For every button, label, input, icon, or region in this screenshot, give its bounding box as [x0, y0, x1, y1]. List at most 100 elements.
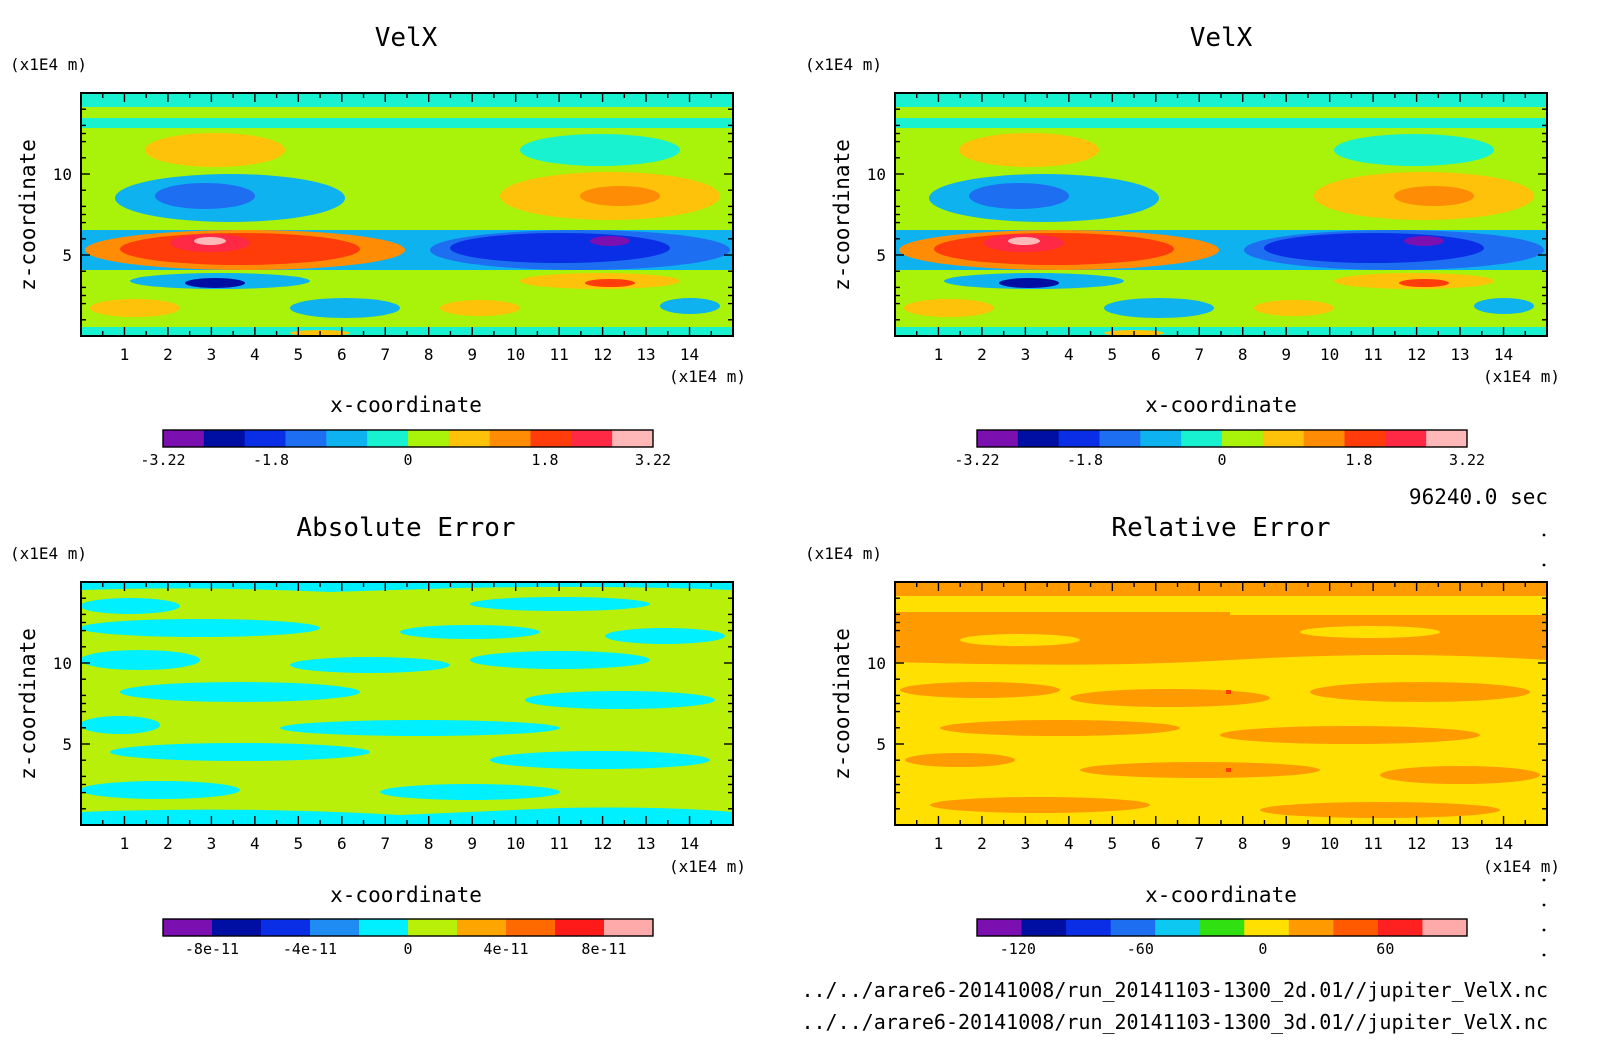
- colorbar: -120 -60 0 60: [976, 918, 1468, 958]
- colorbar-label: 0: [403, 940, 412, 958]
- x-tick-label: 13: [1450, 834, 1469, 853]
- x-tick-label: 12: [1407, 834, 1426, 853]
- y-tick-labels: 5 10: [53, 654, 72, 754]
- x-tick-label: 9: [1281, 345, 1291, 364]
- x-tick-label: 11: [550, 834, 569, 853]
- x-tick-label: 12: [593, 345, 612, 364]
- colorbar-label: -4e-11: [283, 940, 337, 958]
- colorbar-swatch: [1099, 430, 1141, 447]
- x-tick-label: 5: [294, 834, 304, 853]
- y-tick-label: 10: [867, 165, 886, 184]
- colorbar-swatch: [1426, 430, 1468, 447]
- x-tick-label: 9: [467, 345, 477, 364]
- x-tick-label: 7: [1194, 834, 1204, 853]
- colorbar-label: 1.8: [1345, 451, 1372, 469]
- colorbar-frame: [162, 918, 654, 937]
- colorbar-label: -8e-11: [185, 940, 239, 958]
- colorbar-swatch: [1199, 919, 1245, 936]
- file-path-3d: ../../arare6-20141008/run_20141103-1300_…: [801, 1010, 1548, 1034]
- heatmap-field: [895, 93, 1547, 336]
- x-tick-label: 7: [1194, 345, 1204, 364]
- x-tick-labels: 1 2 3 4 5 6 7 8 9 10 11 12 13 14: [120, 345, 700, 364]
- colorbar-label: -120: [1000, 940, 1036, 958]
- x-tick-label: 6: [1151, 345, 1161, 364]
- colorbar-swatch: [359, 919, 409, 936]
- colorbar-swatch: [1181, 430, 1223, 447]
- heatmap-field: [80, 582, 733, 825]
- colorbar-swatch: [212, 919, 262, 936]
- colorbar-swatch: [571, 430, 613, 447]
- x-tick-label: 14: [680, 834, 699, 853]
- colorbar-label: -60: [1127, 940, 1154, 958]
- x-tick-label: 5: [294, 345, 304, 364]
- y-unit-label: (x1E4 m): [805, 544, 882, 563]
- colorbar-swatch: [1021, 919, 1067, 936]
- y-tick-label: 10: [53, 654, 72, 673]
- x-tick-label: 1: [934, 345, 944, 364]
- x-tick-label: 3: [207, 834, 217, 853]
- x-tick-label: 11: [1364, 834, 1383, 853]
- x-tick-label: 2: [977, 345, 987, 364]
- colorbar-label: -1.8: [253, 451, 289, 469]
- colorbar-swatch: [604, 919, 654, 936]
- colorbar-swatch: [326, 430, 368, 447]
- colorbar-swatch: [1140, 430, 1182, 447]
- colorbar-label: -3.22: [954, 451, 999, 469]
- y-tick-label: 10: [867, 654, 886, 673]
- x-unit-label: (x1E4 m): [669, 857, 746, 876]
- x-tick-label: 8: [424, 345, 434, 364]
- y-unit-label: (x1E4 m): [805, 55, 882, 74]
- colorbar-label: 0: [1258, 940, 1267, 958]
- x-tick-label: 10: [506, 345, 525, 364]
- colorbar-frame: [162, 429, 654, 448]
- colorbar-swatch: [612, 430, 654, 447]
- x-tick-label: 8: [1238, 834, 1248, 853]
- colorbar-swatch: [1288, 919, 1334, 936]
- colorbar-label: -1.8: [1067, 451, 1103, 469]
- x-tick-label: 7: [380, 345, 390, 364]
- x-tick-marks: [895, 93, 1547, 336]
- colorbar-swatch: [1066, 919, 1112, 936]
- x-tick-label: 12: [1407, 345, 1426, 364]
- colorbar-swatch: [310, 919, 360, 936]
- colorbar-label: 0: [1217, 451, 1226, 469]
- x-tick-labels: 1 2 3 4 5 6 7 8 9 10 11 12 13 14: [120, 834, 700, 853]
- colorbar-swatch: [977, 430, 1019, 447]
- panel-velx-right: VelX (x1E4 m): [805, 23, 1560, 469]
- colorbar-swatch: [1058, 430, 1100, 447]
- colorbar-swatch: [1155, 919, 1201, 936]
- x-unit-label: (x1E4 m): [1483, 367, 1560, 386]
- colorbar: -3.22 -1.8 0 1.8 3.22: [140, 429, 671, 469]
- panel-velx-left: VelX (x1E4 m): [10, 23, 746, 469]
- panel-relative-error: Relative Error (x1E4 m) 1 2 3 4 5 6 7 8 9 10 11 12 1…: [805, 513, 1560, 958]
- y-tick-labels: 5 10: [53, 165, 72, 265]
- x-tick-label: 5: [1108, 834, 1118, 853]
- x-tick-label: 10: [506, 834, 525, 853]
- x-tick-label: 13: [636, 834, 655, 853]
- x-axis-label: x-coordinate: [1145, 393, 1297, 417]
- y-axis-label: z-coordinate: [16, 139, 40, 291]
- colorbar-swatch: [1377, 919, 1423, 936]
- dot-markers: [1542, 533, 1546, 957]
- panel-absolute-error: Absolute Error (x1E4 m) 1 2 3 4 5 6 7 8 9 10 11 12: [10, 513, 746, 958]
- colorbar-label: 8e-11: [581, 940, 626, 958]
- colorbar-label: 0: [403, 451, 412, 469]
- x-tick-label: 8: [424, 834, 434, 853]
- panel-title: Relative Error: [1111, 513, 1330, 543]
- colorbar-swatch: [1385, 430, 1427, 447]
- colorbar-label: 3.22: [1449, 451, 1485, 469]
- x-tick-label: 3: [1021, 345, 1031, 364]
- x-tick-label: 10: [1320, 345, 1339, 364]
- panel-title: VelX: [1190, 23, 1253, 53]
- colorbar-label: 1.8: [531, 451, 558, 469]
- y-unit-label: (x1E4 m): [10, 55, 87, 74]
- y-tick-labels: 5 10: [867, 654, 886, 754]
- colorbar-swatch: [977, 919, 1023, 936]
- y-tick-labels: 5 10: [867, 165, 886, 265]
- x-tick-labels: 1 2 3 4 5 6 7 8 9 10 11 12 13 14: [934, 345, 1514, 364]
- y-tick-label: 5: [62, 735, 72, 754]
- x-tick-label: 11: [550, 345, 569, 364]
- colorbar-swatch: [285, 430, 327, 447]
- x-tick-label: 14: [1494, 345, 1513, 364]
- y-tick-label: 5: [62, 246, 72, 265]
